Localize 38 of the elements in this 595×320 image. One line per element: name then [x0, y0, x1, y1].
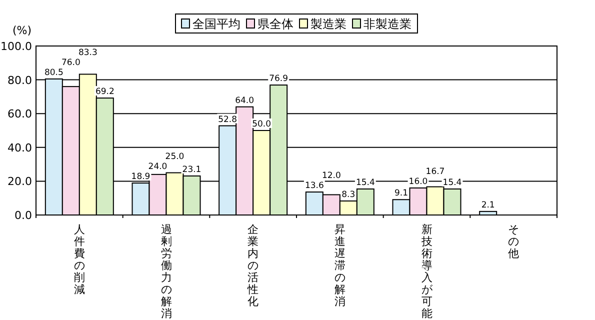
x-tick-label: 昇進遅滞の解消: [334, 223, 346, 308]
data-label: 24.0: [148, 162, 168, 172]
data-label: 23.1: [182, 164, 202, 175]
data-label: 69.2: [95, 87, 114, 98]
y-tick-label: 40.0: [8, 141, 32, 154]
x-tick-label: 新技術導入が可能: [420, 223, 434, 320]
y-tick-label: 20.0: [8, 175, 32, 188]
data-label: 50.0: [252, 120, 272, 130]
data-label: 80.5: [44, 68, 64, 78]
legend-label: 非製造業: [364, 17, 412, 31]
y-tick-label: 80.0: [8, 74, 32, 87]
data-label: 16.0: [408, 176, 428, 187]
data-label: 83.3: [78, 48, 98, 58]
x-tick-label: その他: [508, 223, 520, 260]
data-label: 18.9: [131, 172, 150, 182]
data-label: 15.4: [356, 178, 375, 188]
data-label: 9.1: [394, 188, 408, 199]
data-label: 52.8: [218, 114, 238, 125]
legend-label: 県全体: [258, 17, 294, 31]
x-tick-label: 人件費の削減: [74, 223, 85, 296]
data-label: 12.0: [322, 171, 341, 182]
data-label: 64.0: [235, 96, 254, 106]
y-tick-label: 0.0: [14, 209, 32, 222]
data-label: 25.0: [165, 152, 184, 162]
data-label: 2.1: [481, 200, 495, 210]
data-label: 76.9: [269, 74, 288, 84]
legend-label: 製造業: [310, 17, 346, 31]
data-label: 15.4: [442, 178, 462, 188]
data-label: 76.0: [61, 58, 80, 68]
data-label: 13.6: [304, 181, 324, 192]
y-tick-label: 100.0: [0, 40, 32, 53]
y-tick-label: 60.0: [8, 108, 32, 121]
legend-label: 全国平均: [192, 17, 240, 31]
data-label: 8.3: [342, 190, 356, 200]
data-label: 16.7: [426, 166, 445, 177]
x-tick-label: 企業内の活性化: [246, 223, 259, 308]
x-tick-label: 過剰労働力の解消: [160, 223, 172, 320]
y-axis-title: (%): [12, 24, 32, 37]
